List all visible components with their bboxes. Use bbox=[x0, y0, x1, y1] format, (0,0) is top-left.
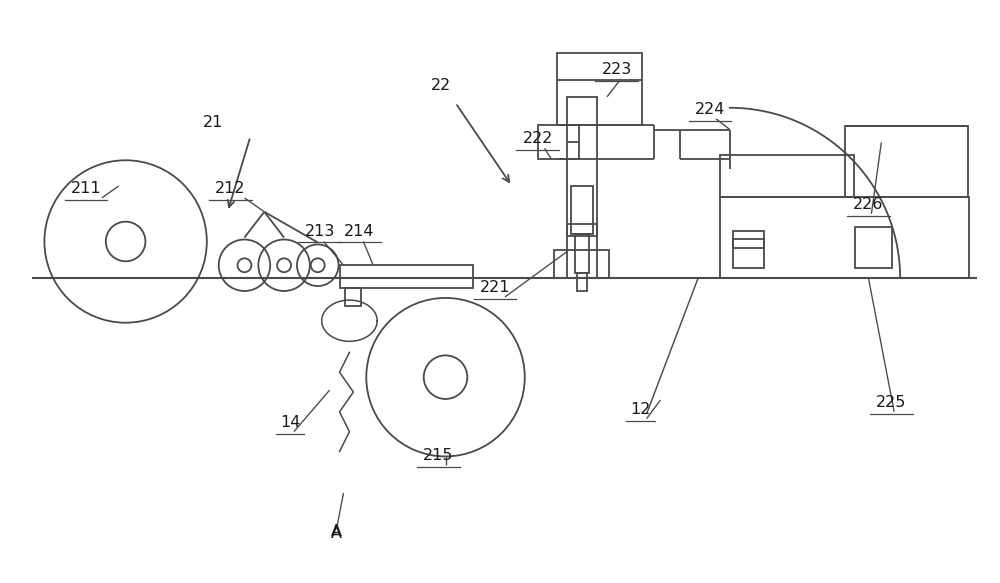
Bar bbox=[345, 288, 361, 306]
Bar bbox=[567, 224, 597, 236]
Text: A: A bbox=[331, 526, 342, 540]
Text: 221: 221 bbox=[480, 280, 510, 295]
Text: 21: 21 bbox=[203, 114, 223, 129]
Text: 12: 12 bbox=[630, 402, 651, 417]
Bar bbox=[340, 278, 473, 288]
Text: A: A bbox=[331, 524, 342, 539]
Bar bbox=[577, 273, 587, 291]
Bar bbox=[557, 53, 642, 125]
Bar bbox=[538, 125, 579, 159]
Text: 211: 211 bbox=[71, 181, 101, 196]
Text: 212: 212 bbox=[215, 181, 246, 196]
Bar bbox=[845, 125, 968, 197]
Text: 222: 222 bbox=[522, 131, 553, 146]
Bar bbox=[733, 231, 764, 268]
Bar bbox=[720, 197, 969, 278]
Text: 223: 223 bbox=[602, 62, 632, 77]
Text: 226: 226 bbox=[853, 197, 884, 212]
Text: 22: 22 bbox=[430, 78, 451, 93]
Bar bbox=[575, 234, 589, 273]
Bar bbox=[554, 250, 609, 278]
Text: 224: 224 bbox=[695, 101, 725, 117]
Bar bbox=[720, 155, 854, 197]
Text: 213: 213 bbox=[305, 223, 335, 238]
Text: 215: 215 bbox=[423, 448, 454, 463]
Bar bbox=[733, 238, 764, 248]
Text: 214: 214 bbox=[344, 223, 375, 238]
Bar bbox=[567, 97, 597, 278]
Text: 14: 14 bbox=[280, 415, 300, 430]
Text: 225: 225 bbox=[876, 395, 906, 410]
Bar bbox=[340, 265, 473, 278]
Bar bbox=[855, 227, 892, 268]
Bar bbox=[571, 186, 593, 234]
